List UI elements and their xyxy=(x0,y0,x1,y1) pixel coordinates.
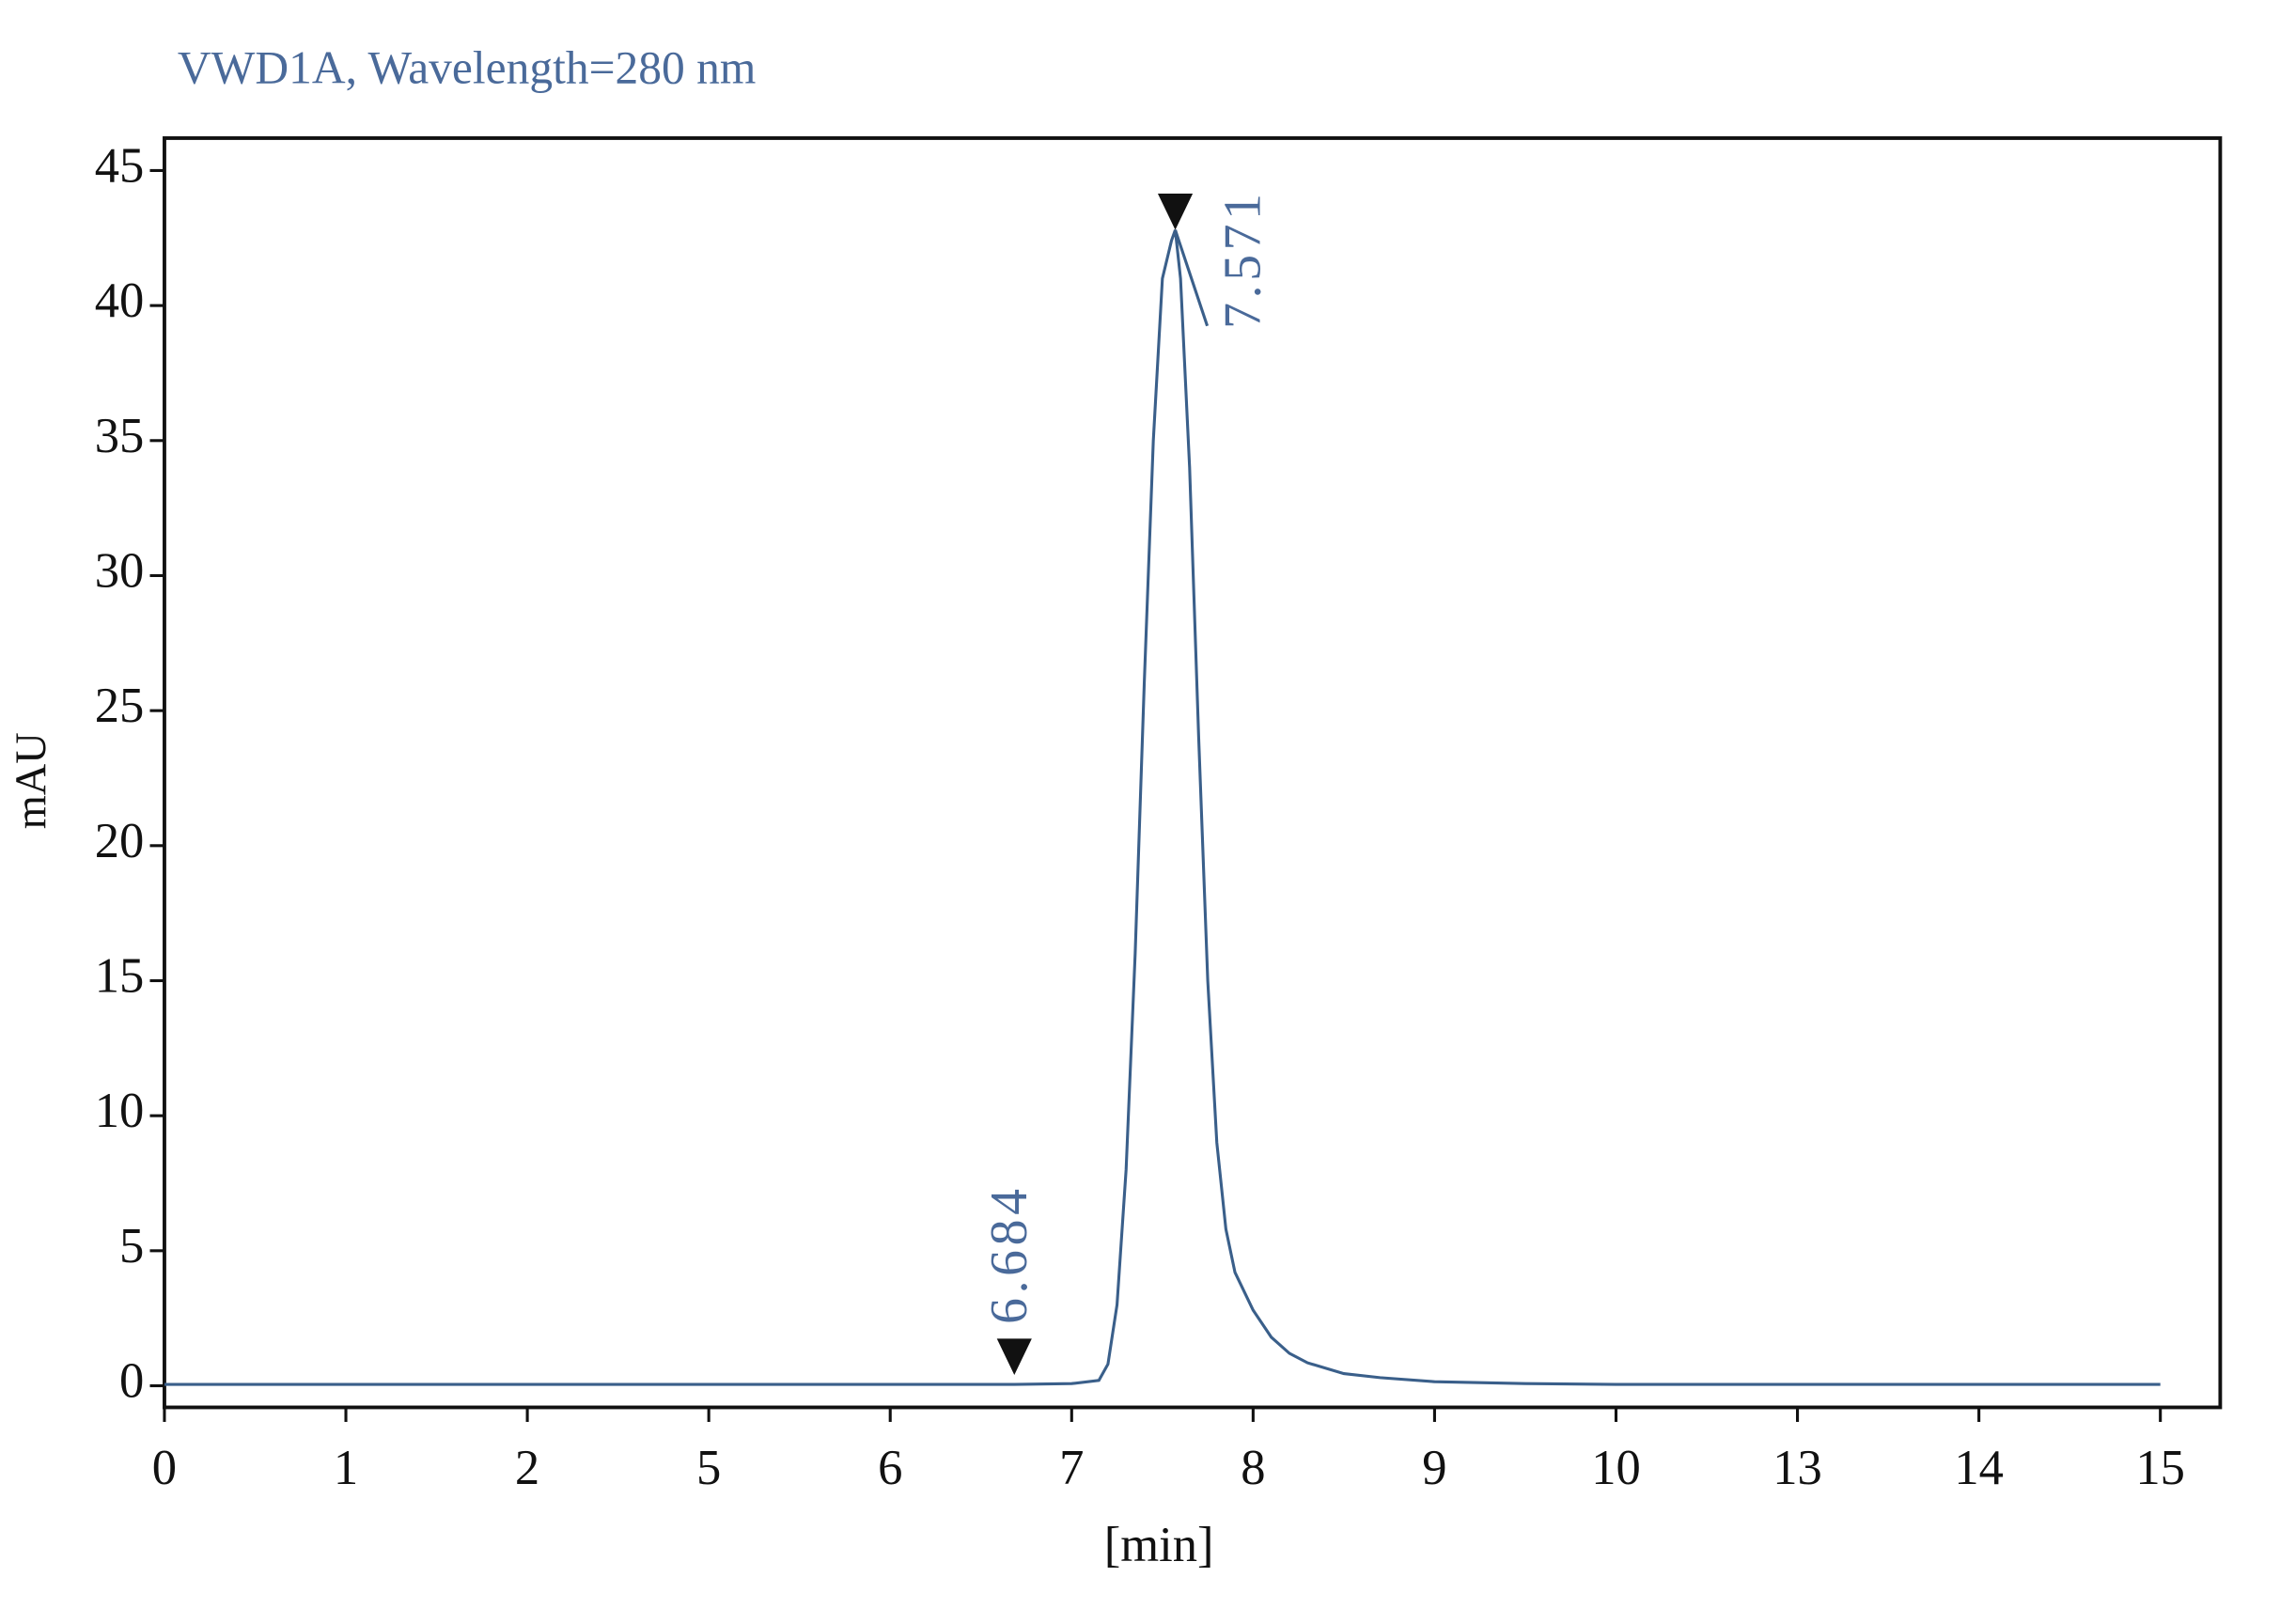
x-tick-label: 7 xyxy=(1059,1441,1084,1495)
x-tick-label: 13 xyxy=(1772,1441,1822,1495)
peak-label: 7.571 xyxy=(1214,189,1273,329)
y-tick-label: 25 xyxy=(95,679,145,733)
y-tick-label: 0 xyxy=(119,1354,144,1409)
y-tick-label: 45 xyxy=(95,139,145,194)
y-tick-label: 20 xyxy=(95,814,145,868)
x-tick-label: 6 xyxy=(878,1441,902,1495)
x-tick-label: 0 xyxy=(152,1441,177,1495)
peak-marker xyxy=(1157,193,1194,230)
y-tick-label: 30 xyxy=(95,544,145,599)
x-tick-label: 1 xyxy=(334,1441,358,1495)
x-tick-label: 10 xyxy=(1591,1441,1641,1495)
peak-marker xyxy=(996,1338,1032,1376)
plot-frame xyxy=(163,136,2223,1410)
chromatogram-line xyxy=(164,229,2161,1386)
x-tick-label: 8 xyxy=(1241,1441,1265,1495)
x-tick-label: 15 xyxy=(2135,1441,2185,1495)
chart-title: VWD1A, Wavelength=280 nm xyxy=(178,42,757,94)
x-tick-label: 14 xyxy=(1954,1441,2004,1495)
x-tick-label: 9 xyxy=(1422,1441,1446,1495)
y-tick-label: 15 xyxy=(95,949,145,1004)
x-tick-label: 5 xyxy=(696,1441,721,1495)
x-axis-label: [min] xyxy=(1104,1518,1214,1572)
x-tick-label: 2 xyxy=(515,1441,539,1495)
y-tick-label: 10 xyxy=(95,1084,145,1138)
y-tick-label: 40 xyxy=(95,273,145,328)
y-axis-label: mAU xyxy=(8,732,55,829)
peak-label: 6.684 xyxy=(980,1184,1038,1324)
y-tick-label: 5 xyxy=(119,1219,144,1273)
y-tick-label: 35 xyxy=(95,409,145,463)
peak-tick xyxy=(1174,229,1210,327)
